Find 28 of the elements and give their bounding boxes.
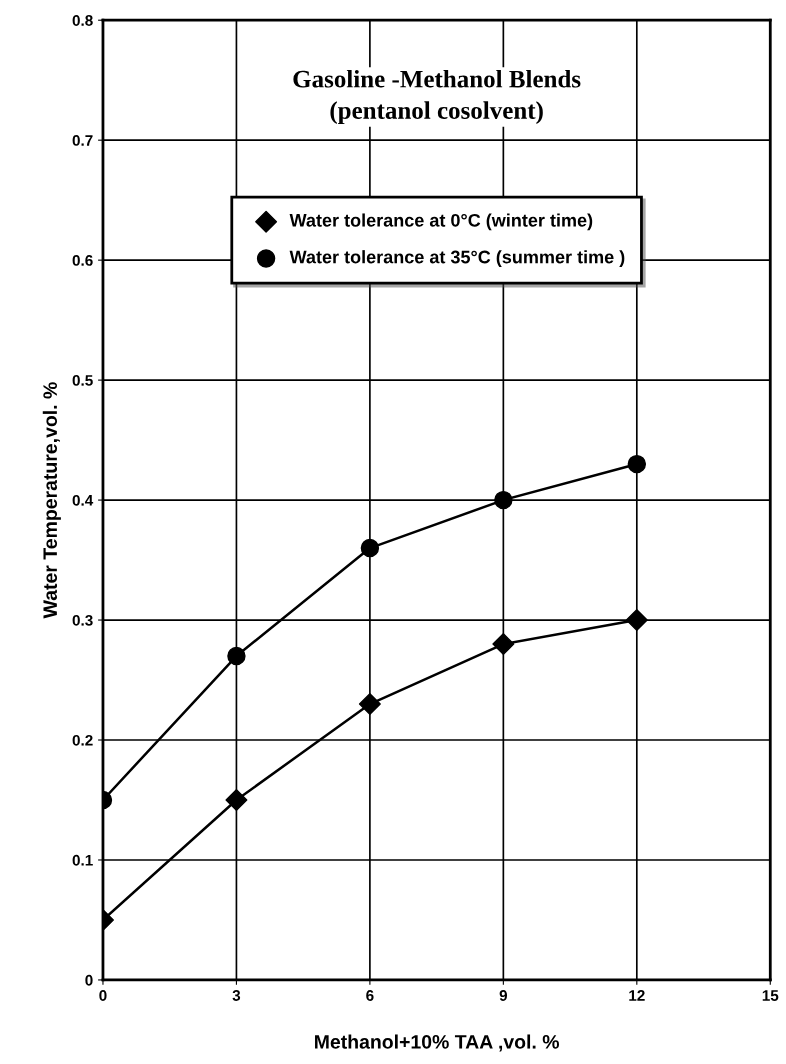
point <box>494 490 513 510</box>
legend-label: Water tolerance at 35°C (summer time ) <box>289 250 625 267</box>
point <box>625 609 648 632</box>
x-tick-label: 15 <box>762 990 779 1001</box>
y-tick-label: 0.6 <box>72 255 93 266</box>
x-tick-label: 9 <box>499 990 508 1001</box>
y-tick-label: 0.7 <box>72 135 93 146</box>
x-tick-label: 3 <box>232 990 241 1001</box>
point <box>358 693 381 716</box>
legend-label: Water tolerance at 0°C (winter time) <box>289 213 593 231</box>
y-tick-label: 0.3 <box>72 614 93 626</box>
point <box>492 633 515 656</box>
point <box>227 646 246 666</box>
x-tick-label: 6 <box>366 990 374 1001</box>
y-tick-label: 0.4 <box>72 494 94 506</box>
x-tick-label: 12 <box>629 990 645 1001</box>
y-axis-title: Water Temperature,vol. % <box>42 382 61 619</box>
x-tick-label: 0 <box>99 990 107 1001</box>
point <box>627 454 647 474</box>
point <box>225 788 248 811</box>
x-axis-title: Methanol+10% TAA ,vol. % <box>315 1034 560 1052</box>
y-tick-label: 0.2 <box>72 734 93 746</box>
y-tick-label: 0.1 <box>72 854 93 866</box>
y-tick-label: 0.8 <box>72 15 93 26</box>
y-tick-label: 0 <box>85 974 93 986</box>
y-tick-label: 0.5 <box>72 374 93 386</box>
text: Gasoline -Methanol Blends (pentanol cosolvent) <box>293 69 581 124</box>
point <box>360 538 380 558</box>
